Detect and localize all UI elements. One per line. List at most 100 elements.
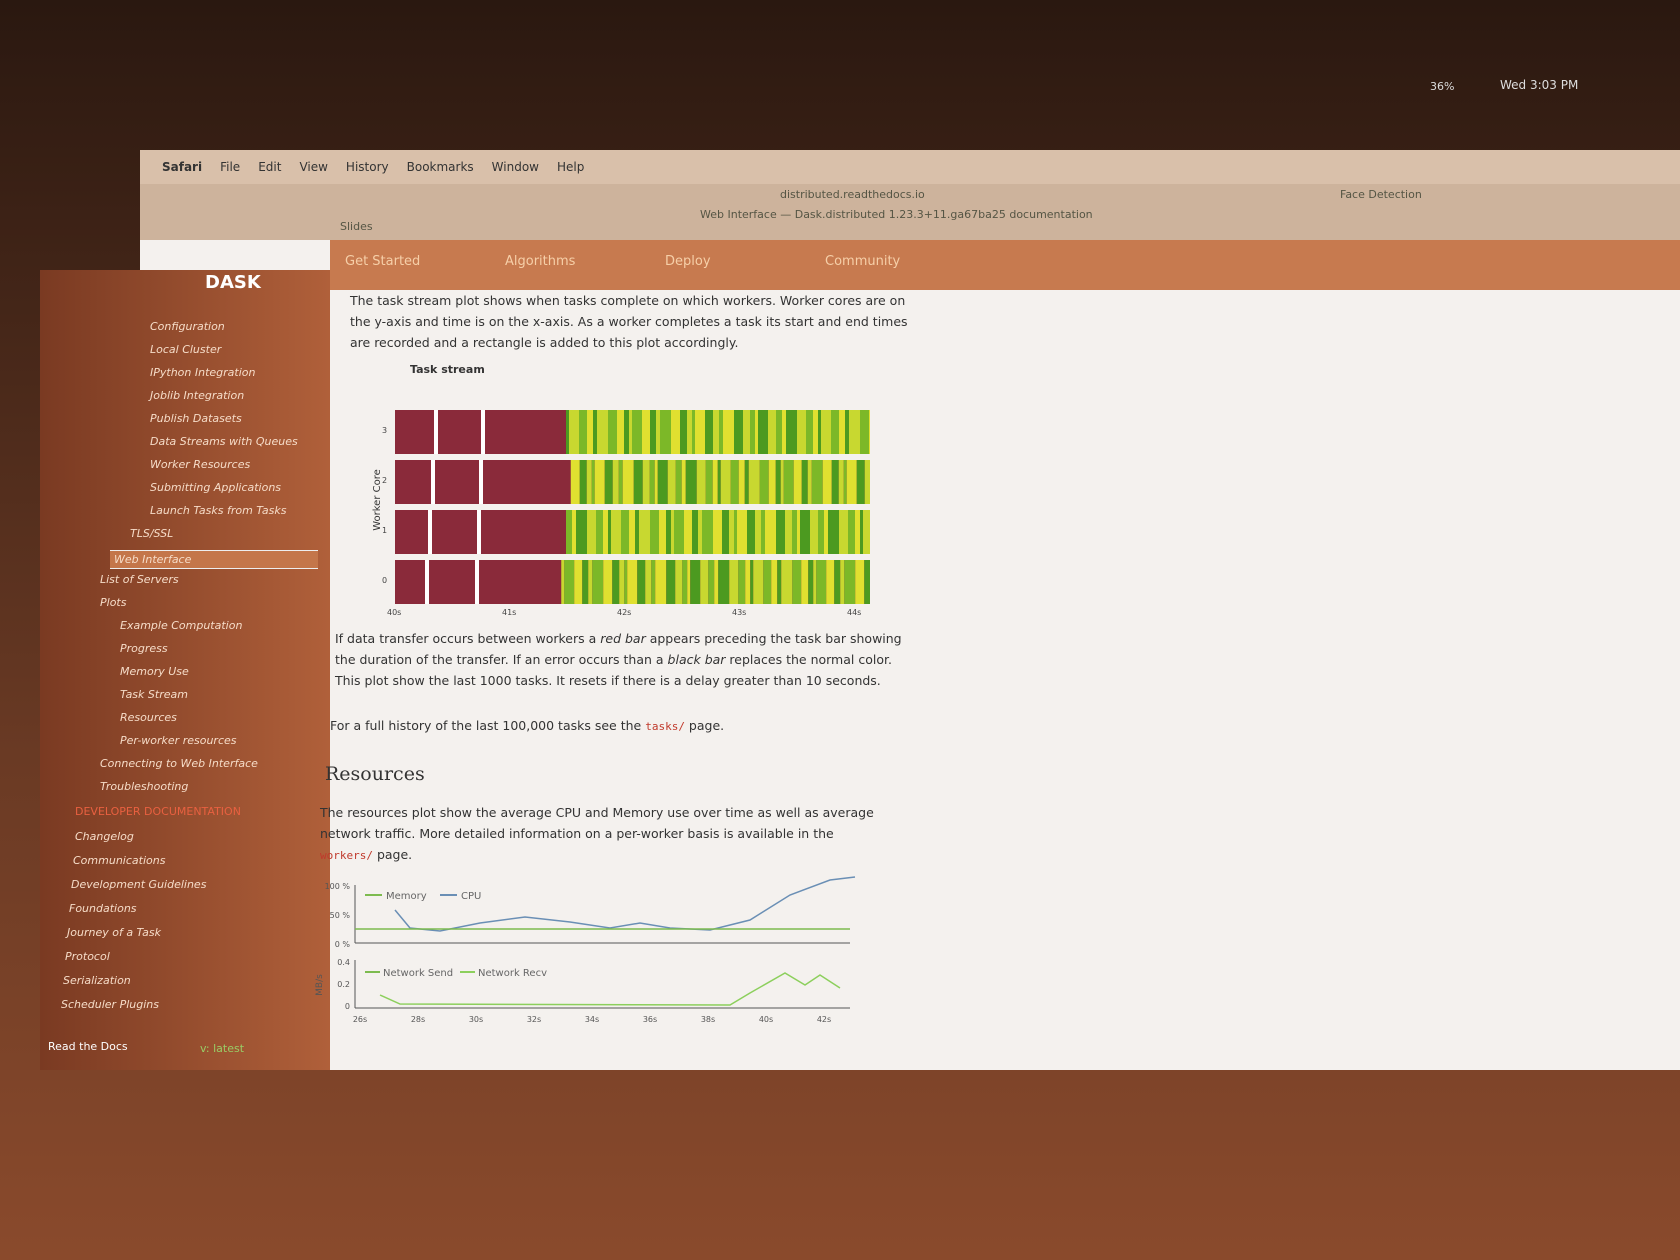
- segment: [684, 510, 692, 554]
- segment: [687, 410, 692, 454]
- segment: [806, 410, 813, 454]
- footer-link[interactable]: Read the Docs: [48, 1040, 128, 1053]
- segment: [775, 460, 781, 504]
- segment: [570, 460, 580, 504]
- segment: [821, 410, 831, 454]
- sidebar-link[interactable]: Web Interface: [110, 550, 318, 569]
- nav-link[interactable]: Get Started: [345, 254, 421, 269]
- segment: [705, 410, 713, 454]
- sidebar-link[interactable]: Example Computation: [120, 619, 243, 632]
- sidebar-link[interactable]: Development Guidelines: [71, 878, 207, 891]
- sidebar-link[interactable]: Publish Datasets: [150, 412, 242, 425]
- segment: [782, 410, 786, 454]
- sidebar-link[interactable]: Changelog: [75, 830, 134, 843]
- segment: [692, 410, 695, 454]
- segment: [591, 460, 595, 504]
- menu-item[interactable]: Help: [557, 160, 585, 174]
- sidebar-link[interactable]: Foundations: [69, 902, 137, 915]
- menu-item[interactable]: Safari: [162, 160, 203, 174]
- segment: [753, 560, 764, 604]
- text-run: page.: [372, 847, 413, 862]
- segment: [612, 560, 620, 604]
- nav-link[interactable]: Community: [825, 254, 901, 269]
- menu-item[interactable]: Window: [491, 160, 539, 174]
- segment: [603, 510, 608, 554]
- y-tick-label: 1: [382, 526, 387, 535]
- tab[interactable]: Web Interface — Dask.distributed 1.23.3+…: [700, 208, 1093, 221]
- sidebar-link[interactable]: Serialization: [63, 974, 131, 987]
- segment: [617, 410, 624, 454]
- text-run: appears preceding the task bar showing t…: [335, 631, 902, 667]
- segment: [719, 410, 723, 454]
- x-tick-label: 44s: [847, 608, 861, 617]
- menu-item[interactable]: History: [345, 160, 389, 174]
- segment: [656, 410, 660, 454]
- sidebar-link[interactable]: Configuration: [150, 320, 225, 333]
- x-tick-label: 41s: [502, 608, 516, 617]
- text-run: workers/: [320, 849, 373, 862]
- top-nav: Get Started Algorithms Deploy Community: [330, 240, 1680, 290]
- menu-item[interactable]: Bookmarks: [406, 160, 474, 174]
- segment: [629, 510, 635, 554]
- tab[interactable]: Face Detection: [1340, 188, 1422, 201]
- segment: [747, 510, 755, 554]
- x-tick-label: 32s: [527, 1015, 541, 1024]
- url[interactable]: distributed.readthedocs.io: [780, 188, 925, 201]
- segment: [855, 560, 865, 604]
- segment: [702, 510, 713, 554]
- segment: [579, 410, 587, 454]
- menubar: Safari File Edit View History Bookmarks Window…: [140, 150, 1680, 184]
- sidebar-link[interactable]: Journey of a Task: [67, 926, 161, 939]
- segment: [826, 560, 835, 604]
- segment: [717, 460, 721, 504]
- sidebar-link[interactable]: Plots: [100, 596, 127, 609]
- sidebar-link[interactable]: Data Streams with Queues: [150, 435, 298, 448]
- segment: [750, 410, 755, 454]
- segment: [765, 510, 776, 554]
- sidebar-link[interactable]: Joblib Integration: [150, 389, 245, 402]
- sidebar-link[interactable]: Local Cluster: [150, 343, 222, 356]
- sidebar-link[interactable]: List of Servers: [100, 573, 179, 586]
- segment: [777, 560, 782, 604]
- sidebar-link[interactable]: Worker Resources: [150, 458, 251, 471]
- menu-item[interactable]: Edit: [258, 160, 282, 174]
- segment: [860, 510, 863, 554]
- sidebar-link[interactable]: Task Stream: [120, 688, 188, 701]
- segment: [655, 560, 667, 604]
- logo[interactable]: DASK: [205, 272, 261, 293]
- segment: [624, 410, 629, 454]
- sidebar-link[interactable]: Resources: [120, 711, 177, 724]
- nav-link[interactable]: Deploy: [665, 254, 711, 269]
- segment: [639, 510, 650, 554]
- sidebar-link[interactable]: Per-worker resources: [120, 734, 237, 747]
- sidebar-link[interactable]: Scheduler Plugins: [61, 998, 159, 1011]
- segment: [816, 560, 827, 604]
- version[interactable]: v: latest: [200, 1042, 245, 1055]
- sidebar-link[interactable]: Communications: [73, 854, 166, 867]
- segment: [759, 460, 769, 504]
- plot-title: Task stream: [410, 363, 485, 376]
- sidebar-link[interactable]: Connecting to Web Interface: [100, 757, 258, 770]
- segment: [587, 510, 596, 554]
- y-tick-label: 3: [382, 426, 387, 435]
- text-run: For a full history of the last 100,000 t…: [330, 718, 646, 733]
- gap: [428, 510, 432, 554]
- nav-link[interactable]: Algorithms: [505, 254, 576, 269]
- sidebar-link[interactable]: Troubleshooting: [100, 780, 189, 793]
- sidebar-link[interactable]: Protocol: [65, 950, 110, 963]
- sidebar-link[interactable]: Submitting Applications: [150, 481, 282, 494]
- segment: [718, 560, 730, 604]
- sidebar-link[interactable]: IPython Integration: [150, 366, 256, 379]
- gap: [477, 510, 481, 554]
- sidebar-link[interactable]: Memory Use: [120, 665, 189, 678]
- sidebar-link[interactable]: Progress: [120, 642, 168, 655]
- segment: [675, 560, 683, 604]
- sidebar-link[interactable]: TLS/SSL: [130, 527, 174, 540]
- menu-item[interactable]: View: [299, 160, 328, 174]
- segment: [642, 410, 650, 454]
- tab[interactable]: Slides: [340, 220, 373, 233]
- sidebar-link[interactable]: Launch Tasks from Tasks: [150, 504, 287, 517]
- menu-item[interactable]: File: [220, 160, 241, 174]
- segment: [587, 410, 593, 454]
- segment: [813, 410, 818, 454]
